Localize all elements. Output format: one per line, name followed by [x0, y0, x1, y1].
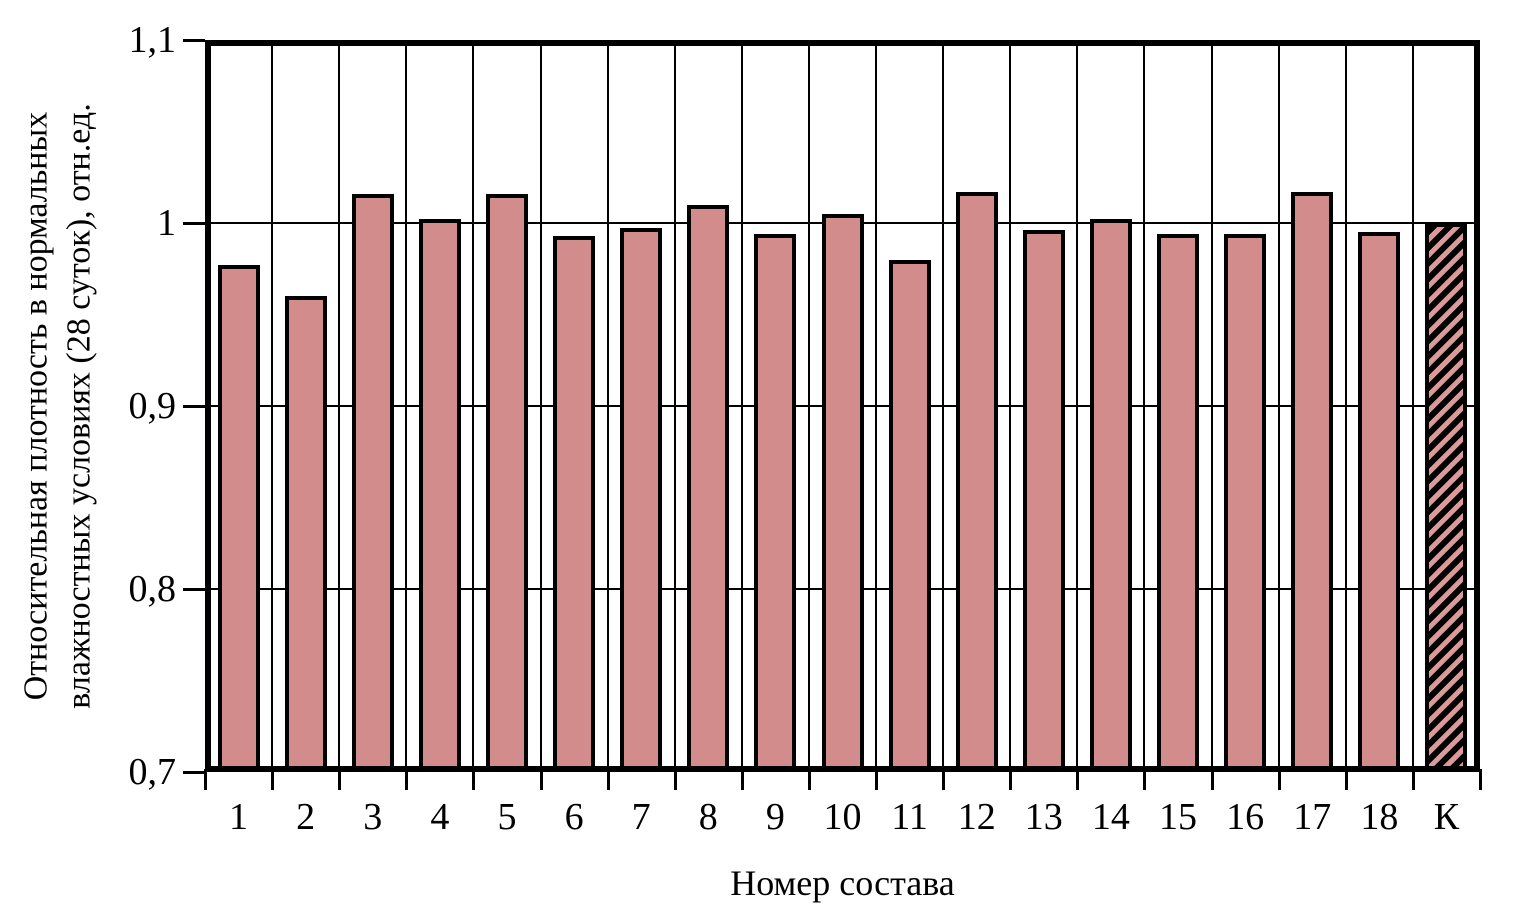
x-tick-mark [807, 769, 811, 790]
x-tick-label-3: 3 [363, 796, 383, 838]
x-tick-label-8: 8 [698, 796, 718, 838]
x-tick-label-10: 10 [823, 796, 862, 838]
bar-1 [217, 265, 260, 772]
bar-15 [1157, 233, 1200, 772]
gridline-v [606, 40, 609, 772]
x-tick-mark [1479, 769, 1482, 790]
x-tick-mark [875, 769, 879, 790]
x-tick-label-16: 16 [1226, 796, 1265, 838]
x-tick-label-4: 4 [430, 796, 450, 838]
x-tick-mark [1210, 769, 1214, 790]
bar-9 [754, 233, 797, 772]
gridline-v [1277, 40, 1280, 772]
gridline-v [1344, 40, 1347, 772]
bar-5 [485, 193, 528, 772]
x-tick-label-15: 15 [1159, 796, 1198, 838]
gridline-v [1411, 40, 1414, 772]
y-tick-label: 0,7 [128, 751, 177, 793]
bar-11 [888, 259, 931, 772]
x-tick-mark [673, 769, 677, 790]
gridline-v [1143, 40, 1146, 772]
x-tick-mark [472, 769, 476, 790]
bar-17 [1291, 191, 1334, 772]
gridline-v [875, 40, 878, 772]
gridline-v [539, 40, 542, 772]
y-tick-mark [183, 222, 205, 225]
x-tick-label-17: 17 [1293, 796, 1332, 838]
x-tick-mark [1277, 769, 1281, 790]
x-tick-mark [1076, 769, 1080, 790]
x-tick-mark [204, 769, 207, 790]
x-tick-mark [405, 769, 409, 790]
x-tick-label-18: 18 [1360, 796, 1399, 838]
x-tick-mark [539, 769, 543, 790]
y-tick-label: 0,8 [128, 568, 177, 610]
x-tick-label-11: 11 [891, 796, 928, 838]
plot-area [205, 40, 1480, 772]
x-tick-label-1: 1 [229, 796, 249, 838]
x-tick-mark [1411, 769, 1415, 790]
gridline-v [338, 40, 341, 772]
gridline-v [271, 40, 274, 772]
x-axis-title: Номер состава [730, 863, 955, 903]
x-tick-label-7: 7 [631, 796, 651, 838]
gridline-v [1076, 40, 1079, 772]
x-tick-mark [1143, 769, 1147, 790]
bar-13 [1022, 230, 1065, 772]
gridline-v [405, 40, 408, 772]
gridline-v [472, 40, 475, 772]
x-tick-mark [606, 769, 610, 790]
y-tick-mark [183, 405, 205, 408]
gridline-v [740, 40, 743, 772]
x-tick-label-2: 2 [296, 796, 316, 838]
bar-14 [1089, 219, 1132, 772]
x-tick-mark [1009, 769, 1013, 790]
bar-10 [821, 213, 864, 772]
y-tick-mark [183, 588, 205, 591]
bar-4 [418, 219, 461, 772]
y-tick-label: 1 [157, 202, 176, 244]
bar-7 [620, 228, 663, 772]
y-tick-mark [183, 771, 205, 774]
x-tick-mark [740, 769, 744, 790]
x-tick-label-6: 6 [564, 796, 584, 838]
x-tick-label-14: 14 [1091, 796, 1130, 838]
x-tick-mark [271, 769, 275, 790]
x-tick-label-12: 12 [957, 796, 996, 838]
y-tick-mark [183, 39, 205, 42]
gridline-v [1009, 40, 1012, 772]
x-tick-mark [942, 769, 946, 790]
bar-16 [1224, 233, 1267, 772]
gridline-v [942, 40, 945, 772]
bar-3 [351, 193, 394, 772]
bar-2 [284, 296, 327, 772]
gridline-v [1210, 40, 1213, 772]
bar-6 [553, 235, 596, 772]
x-tick-label-9: 9 [765, 796, 785, 838]
bar-12 [955, 191, 998, 772]
x-tick-label-К: К [1433, 796, 1460, 838]
gridline-v [673, 40, 676, 772]
x-tick-label-5: 5 [497, 796, 517, 838]
bar-18 [1358, 232, 1401, 772]
bar-К [1425, 223, 1468, 772]
x-tick-mark [1344, 769, 1348, 790]
x-tick-mark [338, 769, 342, 790]
y-tick-label: 1,1 [128, 19, 177, 61]
x-tick-label-13: 13 [1024, 796, 1063, 838]
y-tick-label: 0,9 [128, 385, 177, 427]
bar-8 [687, 204, 730, 772]
gridline-v [807, 40, 810, 772]
